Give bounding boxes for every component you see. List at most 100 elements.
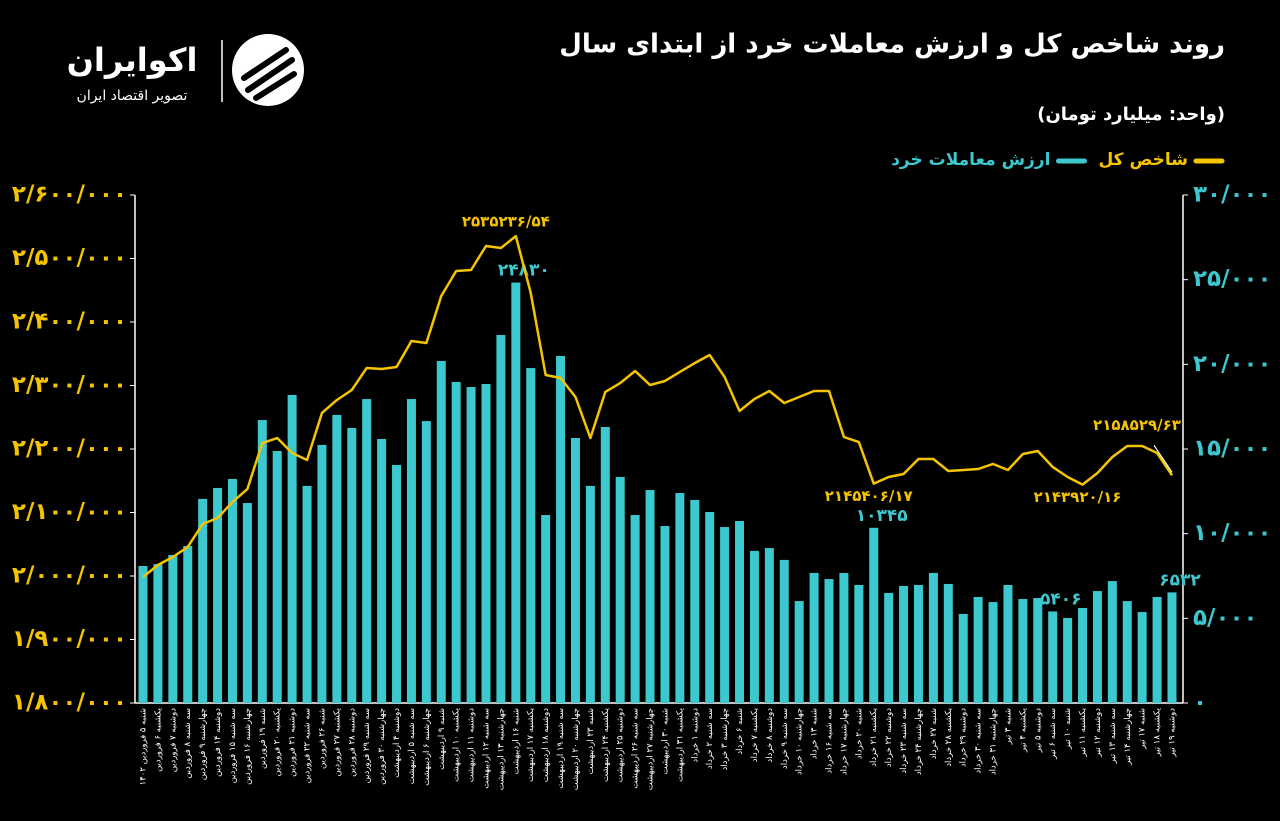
x-tick-label: دوشنبه ۲۵ اردیبهشت [616, 708, 626, 782]
x-tick-label: یکشنبه ۱۰ اردیبهشت [452, 707, 462, 782]
bar [496, 335, 506, 703]
y2-tick-label: ۱۰/۰۰۰ [1193, 520, 1272, 546]
x-tick-label: سه شنبه ۲ خرداد [705, 708, 715, 769]
bar [570, 437, 580, 703]
bar [242, 503, 252, 703]
bar [1018, 599, 1028, 703]
bar [526, 368, 536, 703]
y2-tick-label: ۵/۰۰۰ [1193, 605, 1258, 631]
bar [720, 527, 730, 703]
y-tick-label: ۲/۴۰۰/۰۰۰ [12, 309, 127, 335]
legend-label: ارزش معاملات خرد [891, 150, 1050, 170]
x-tick-label: چهارشنبه ۲۴ خرداد [914, 708, 924, 775]
y2-tick-label: ۰ [1193, 690, 1207, 716]
x-tick-label: سه شنبه ۸ فروردین [183, 708, 193, 779]
bar [1167, 592, 1177, 703]
x-tick-label: شنبه ۲۰ خرداد [854, 708, 864, 759]
bar [839, 572, 849, 703]
x-tick-label: چهارشنبه ۳ خرداد [720, 708, 730, 771]
x-tick-label: سه شنبه ۵ اردیبهشت [407, 708, 417, 784]
y-tick-label: ۲/۶۰۰/۰۰۰ [12, 182, 127, 208]
y2-tick-label: ۳۰/۰۰۰ [1193, 182, 1272, 208]
x-tick-label: چهارشنبه ۳۰ فروردین [377, 708, 387, 785]
bar [317, 444, 327, 703]
bar [168, 555, 178, 703]
bar [735, 520, 745, 703]
bar [406, 399, 416, 703]
x-tick-label: دوشنبه ۱ خرداد [690, 708, 700, 763]
x-tick-label: دوشنبه ۸ خرداد [765, 708, 775, 763]
x-tick-label: سه شنبه ۱۲ اردیبهشت [482, 708, 492, 789]
x-tick-label: یکشنبه ۳۱ اردیبهشت [675, 707, 685, 782]
x-tick-label: سه شنبه ۲۶ اردیبهشت [631, 708, 641, 789]
x-tick-label: سه شنبه ۶ تیر [1048, 708, 1058, 760]
x-tick-label: دوشنبه ۱۸ اردیبهشت [541, 708, 551, 782]
x-tick-label: چهارشنبه ۶ اردیبهشت [422, 708, 432, 786]
bar [302, 485, 312, 703]
x-tick-label: دوشنبه ۲۹ خرداد [959, 708, 969, 767]
y-tick-label: ۲/۵۰۰/۰۰۰ [12, 245, 127, 271]
bar [451, 381, 461, 703]
x-tick-label: یکشنبه ۱۸ تیر [1153, 707, 1163, 757]
bar [556, 356, 566, 703]
x-tick-label: شنبه ۲۶ فروردین [317, 708, 327, 769]
bar [958, 613, 968, 703]
bar [794, 601, 804, 703]
x-tick-label: یکشنبه ۱۷ اردیبهشت [526, 707, 536, 782]
bar [630, 515, 640, 703]
bar [347, 428, 357, 703]
x-tick-label: دوشنبه ۲۸ فروردین [347, 708, 357, 777]
bar [1137, 612, 1147, 703]
bar [764, 548, 774, 703]
logo-stripes [241, 47, 297, 101]
bar [884, 592, 894, 703]
x-tick-label: شنبه ۲۷ خرداد [929, 708, 939, 759]
y-tick-label: ۲/۳۰۰/۰۰۰ [12, 372, 127, 398]
bar [1122, 601, 1132, 703]
bar [272, 451, 282, 703]
x-tick-label: دوشنبه ۴ اردیبهشت [392, 708, 402, 778]
x-tick-label: سه شنبه ۳۰ خرداد [974, 708, 984, 774]
bar [705, 511, 715, 703]
y-tick-label: ۱/۹۰۰/۰۰۰ [12, 626, 127, 652]
logo-mark [232, 34, 304, 106]
x-tick-label: سه شنبه ۱۵ فروردین [228, 708, 238, 783]
x-tick-label: شنبه ۱۷ تیر [1138, 708, 1148, 750]
bar [869, 527, 879, 703]
bar [392, 464, 402, 703]
x-tick-label: شنبه ۶ خرداد [735, 708, 745, 755]
bar-value-label: ۶۵۳۲ [1159, 570, 1201, 590]
x-tick-label: شنبه ۵ فروردین ۱۴۰۲ [139, 708, 149, 785]
x-tick-label: یکشنبه ۲۰ فروردین [273, 707, 283, 776]
x-tick-label: سه شنبه ۱۹ اردیبهشت [556, 708, 566, 789]
bar [1152, 596, 1162, 703]
x-tick-label: دوشنبه ۱۴ فروردین [213, 708, 223, 777]
x-tick-label: دوشنبه ۲۱ فروردین [288, 708, 298, 777]
x-tick-label: چهارشنبه ۲۷ اردیبهشت [646, 708, 656, 790]
x-tick-label: سه شنبه ۱۶ خرداد [825, 708, 835, 774]
bar [332, 414, 342, 703]
line-value-label: ۲۱۵۸۵۲۹/۶۳ [1093, 416, 1181, 434]
bar [362, 399, 372, 703]
x-tick-label: چهارشنبه ۱۶ فروردین [243, 708, 253, 785]
x-tick-label: چهارشنبه ۳۱ خرداد [989, 708, 999, 775]
brand-tagline: تصویر اقتصاد ایران [77, 88, 188, 104]
x-tick-label: سه شنبه ۲۹ فروردین [362, 708, 372, 783]
bar [138, 566, 148, 703]
chart-title: روند شاخص کل و ارزش معاملات خرد از ابتدا… [559, 30, 1225, 60]
bar [257, 420, 267, 703]
x-tick-label: یکشنبه ۴ تیر [1018, 707, 1028, 753]
bar [227, 478, 237, 703]
y-tick-label: ۱/۸۰۰/۰۰۰ [12, 690, 127, 716]
bar [1048, 611, 1058, 703]
y2-tick-label: ۱۵/۰۰۰ [1193, 436, 1272, 462]
bar [973, 596, 983, 703]
x-tick-label: شنبه ۹ اردیبهشت [437, 708, 447, 770]
x-tick-label: شنبه ۳ تیر [1003, 708, 1013, 745]
bar [615, 476, 625, 703]
bar [660, 526, 670, 703]
y-tick-label: ۲/۱۰۰/۰۰۰ [12, 499, 127, 525]
line [142, 234, 1174, 578]
x-tick-label: یکشنبه ۲۷ فروردین [332, 707, 342, 776]
